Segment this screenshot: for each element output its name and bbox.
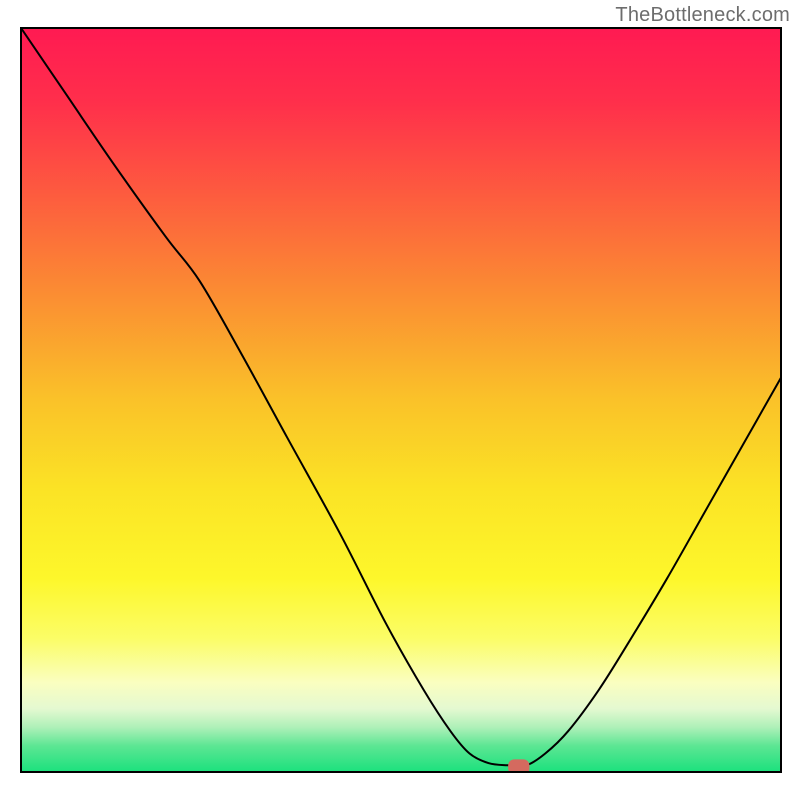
chart-background: [21, 28, 781, 772]
bottleneck-chart: [0, 0, 800, 800]
watermark-text: TheBottleneck.com: [615, 4, 790, 27]
bottleneck-chart-container: { "watermark": "TheBottleneck.com", "cha…: [0, 0, 800, 800]
